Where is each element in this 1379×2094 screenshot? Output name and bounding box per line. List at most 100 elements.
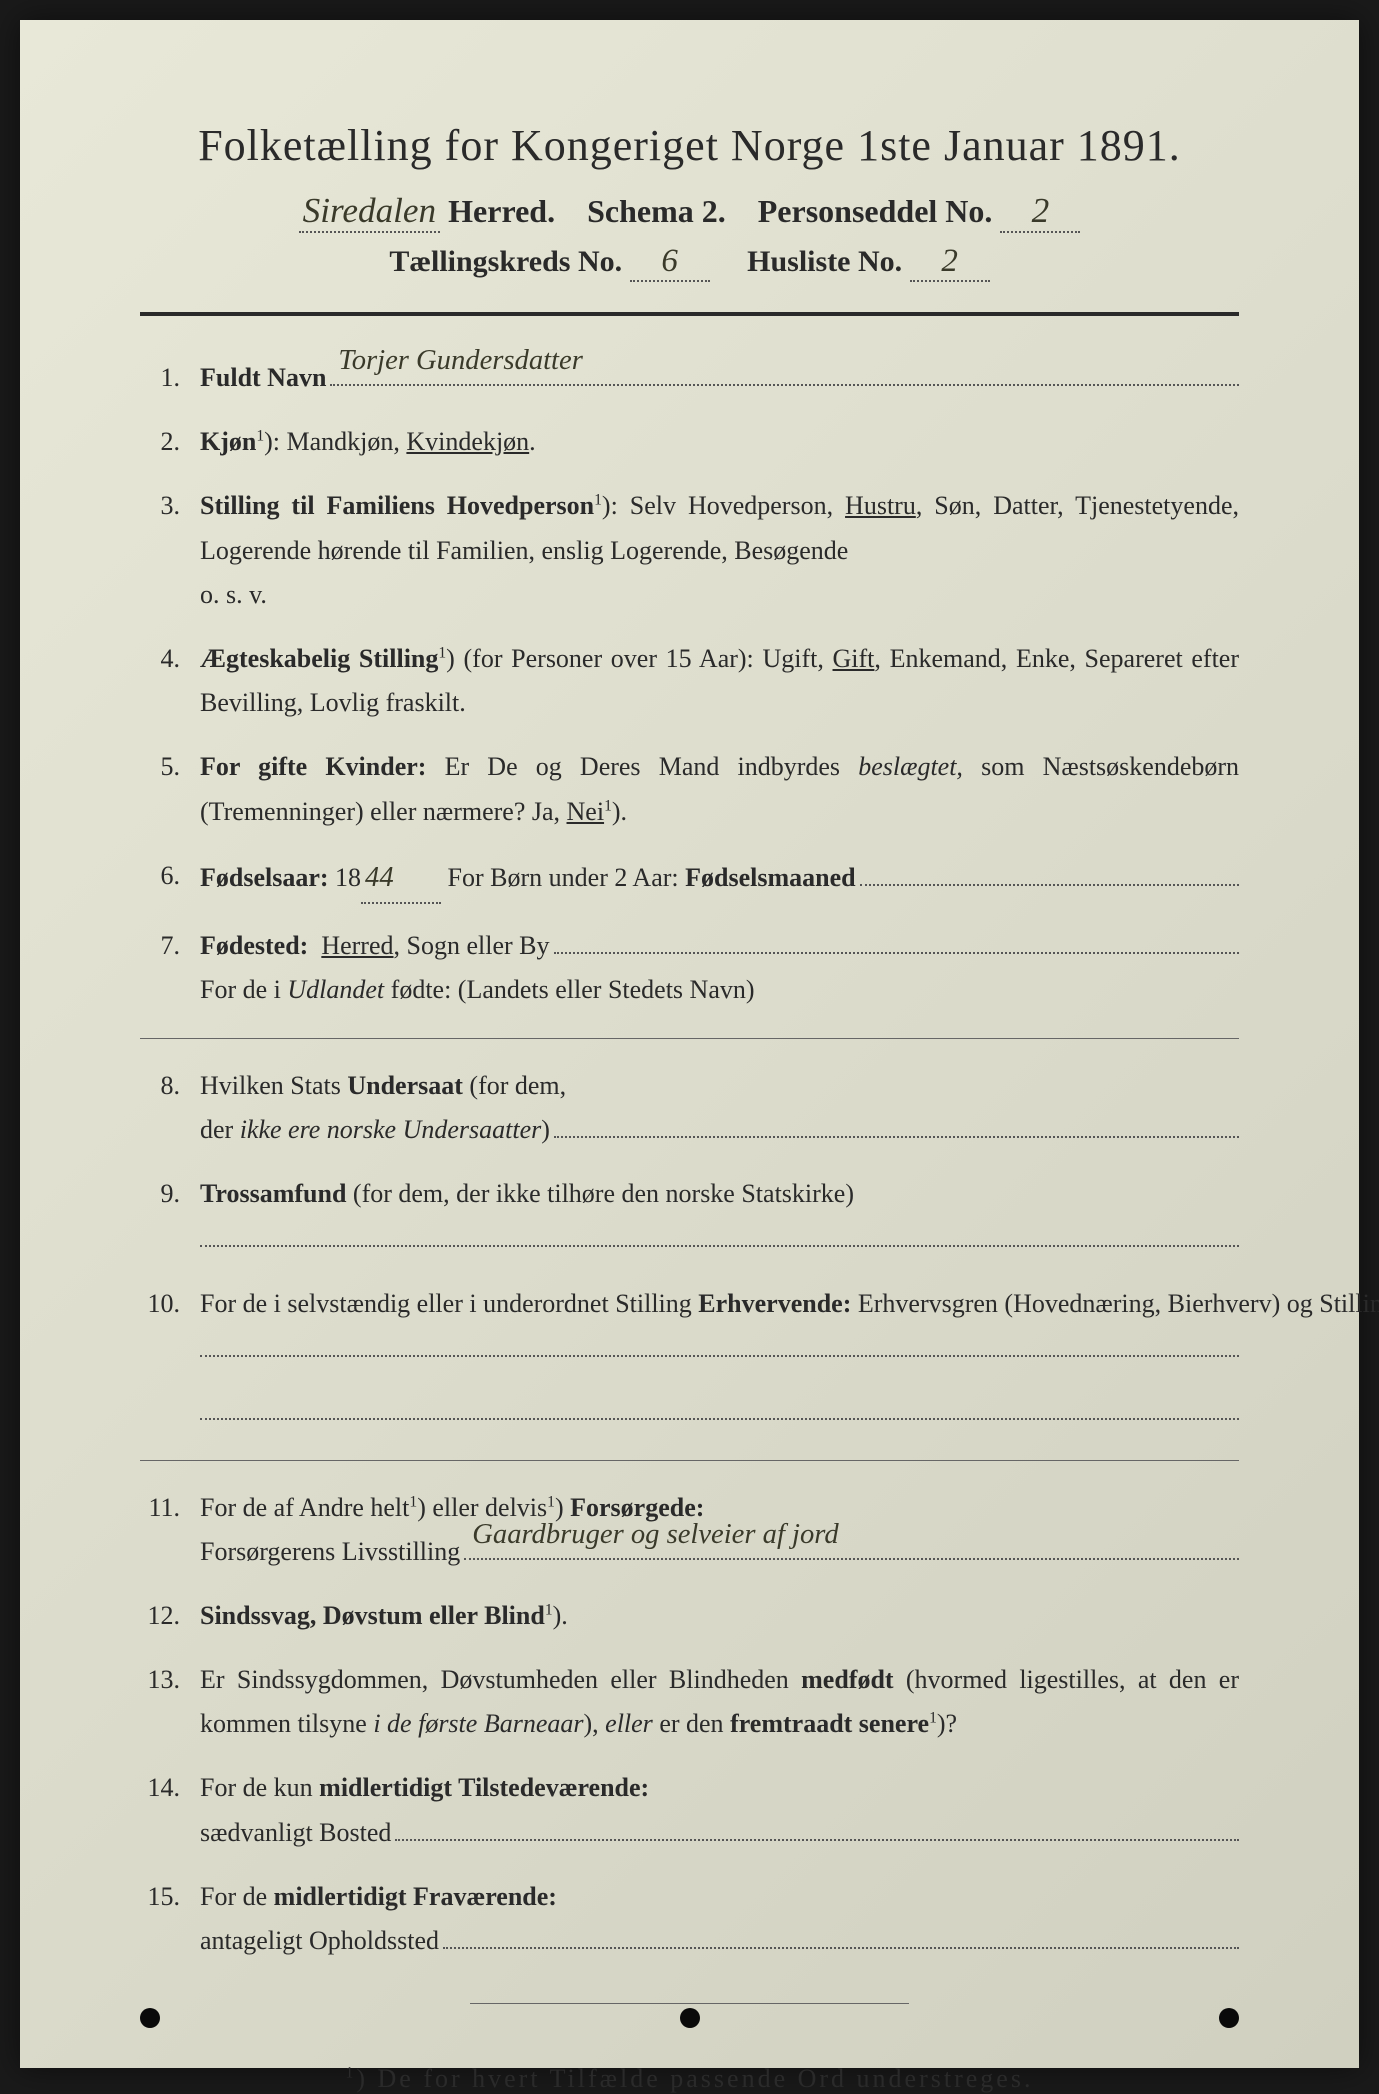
item-13-sup: 1 <box>929 1710 937 1727</box>
item-7-underlined: Herred <box>321 931 393 960</box>
footnote-text: ) De for hvert Tilfælde passende Ord und… <box>356 2064 1033 2093</box>
item-12-tail: ). <box>553 1601 568 1630</box>
item-5-label: For gifte Kvinder: <box>200 752 426 781</box>
item-12-num: 12. <box>140 1594 200 1638</box>
item-9-text: (for dem, der ikke tilhøre den norske St… <box>346 1179 854 1208</box>
husliste-label: Husliste No. <box>747 245 902 278</box>
item-13-bold1: medfødt <box>801 1665 893 1694</box>
item-2-text-b: ): Mandkjøn, <box>264 427 406 456</box>
item-2-label: Kjøn <box>200 427 256 456</box>
punch-hole-right <box>1219 2008 1239 2028</box>
divider-1 <box>140 1038 1239 1039</box>
item-2-sup: 1 <box>256 428 264 445</box>
item-11: 11. For de af Andre helt1) eller delvis1… <box>140 1486 1239 1574</box>
item-5-italic: beslægtet, <box>858 752 963 781</box>
item-3-osv: o. s. v. <box>200 573 1239 617</box>
item-10-blank-1 <box>200 1326 1239 1357</box>
punch-hole-left <box>140 2008 160 2028</box>
item-7-label: Fødested: <box>200 931 308 960</box>
item-6-label2: Fødselsmaaned <box>685 863 855 892</box>
item-9-label: Trossamfund <box>200 1179 346 1208</box>
herred-label: Herred. <box>448 193 555 229</box>
item-15-text-a: For de <box>200 1882 274 1911</box>
item-13-text-d: er den <box>653 1709 730 1738</box>
item-10-text-a: For de i selvstændig eller i underordnet… <box>200 1289 698 1318</box>
item-6-year-prefix: 18 <box>329 863 362 892</box>
footnote: 1) De for hvert Tilfælde passende Ord un… <box>140 2064 1239 2094</box>
item-14-num: 14. <box>140 1766 200 1810</box>
item-4-text: ) (for Personer over 15 Aar): Ugift, <box>446 644 832 673</box>
item-7-text: , Sogn eller By <box>394 931 550 960</box>
item-11-text-a: For de af Andre helt <box>200 1493 409 1522</box>
footnote-sup: 1 <box>346 2065 357 2082</box>
item-4-label: Ægteskabelig Stilling <box>200 644 438 673</box>
item-13-num: 13. <box>140 1658 200 1702</box>
item-12-sup: 1 <box>545 1601 553 1618</box>
item-10-label: Erhvervende: <box>698 1289 851 1318</box>
item-15: 15. For de midlertidigt Fraværende: anta… <box>140 1875 1239 1963</box>
item-7-num: 7. <box>140 924 200 968</box>
item-13: 13. Er Sindssygdommen, Døvstumheden elle… <box>140 1658 1239 1746</box>
item-1-num: 1. <box>140 356 200 400</box>
item-1: 1. Fuldt Navn Torjer Gundersdatter <box>140 356 1239 400</box>
item-9-num: 9. <box>140 1172 200 1216</box>
item-13-italic2: eller <box>605 1709 653 1738</box>
item-2-underlined: Kvindekjøn <box>406 427 529 456</box>
item-8-text-b: (for dem, <box>463 1071 566 1100</box>
item-11-sup2: 1 <box>547 1493 555 1510</box>
schema-label: Schema 2. <box>587 193 726 229</box>
item-5-tail: ). <box>612 797 627 826</box>
item-4-num: 4. <box>140 637 200 681</box>
item-7-line2b: Udlandet <box>287 975 384 1004</box>
item-13-text-a: Er Sindssygdommen, Døvstumheden eller Bl… <box>200 1665 801 1694</box>
item-8-num: 8. <box>140 1064 200 1108</box>
item-14-text-a: For de kun <box>200 1773 319 1802</box>
item-7-line2a: For de i <box>200 975 287 1004</box>
item-13-text-c: ), <box>583 1709 605 1738</box>
item-9-blank <box>200 1216 1239 1247</box>
item-3-sup: 1 <box>594 492 602 509</box>
item-3-text: ): Selv Hovedperson, <box>602 491 845 520</box>
divider-2 <box>140 1460 1239 1461</box>
item-6: 6. Fødselsaar: 1844 For Børn under 2 Aar… <box>140 854 1239 905</box>
item-14-line2: sædvanligt Bosted <box>200 1811 391 1855</box>
item-5-text: Er De og Deres Mand indbyrdes <box>426 752 858 781</box>
item-5-sup: 1 <box>604 797 612 814</box>
item-8-text-a: Hvilken Stats <box>200 1071 347 1100</box>
item-13-bold2: fremtraadt senere <box>730 1709 929 1738</box>
item-11-num: 11. <box>140 1486 200 1530</box>
divider-top <box>140 312 1239 316</box>
item-12-label: Sindssvag, Døvstum eller Blind <box>200 1601 545 1630</box>
item-3-underlined: Hustru <box>845 491 916 520</box>
personseddel-label: Personseddel No. <box>758 193 993 229</box>
item-1-value: Torjer Gundersdatter <box>338 337 582 386</box>
item-6-year: 44 <box>361 854 441 905</box>
item-4-underlined: Gift <box>833 644 875 673</box>
item-15-num: 15. <box>140 1875 200 1919</box>
item-11-hand: Gaardbruger og selveier af jord <box>472 1511 838 1560</box>
item-4: 4. Ægteskabelig Stilling1) (for Personer… <box>140 637 1239 725</box>
item-14: 14. For de kun midlertidigt Tilstedevære… <box>140 1766 1239 1854</box>
herred-value: Siredalen <box>299 191 441 233</box>
divider-3 <box>470 2003 910 2004</box>
item-10-num: 10. <box>140 1282 200 1326</box>
form-subtitle-1: Siredalen Herred. Schema 2. Personseddel… <box>140 191 1239 233</box>
item-6-label: Fødselsaar: <box>200 863 329 892</box>
item-6-text: For Børn under 2 Aar: <box>441 863 685 892</box>
kreds-no: 6 <box>630 243 710 282</box>
item-10-text-b: Erhvervsgren (Hovednæring, Bierhverv) og… <box>851 1289 1379 1318</box>
item-2-num: 2. <box>140 420 200 464</box>
punch-hole-mid <box>680 2008 700 2028</box>
item-8-line2c: ) <box>541 1115 550 1144</box>
item-11-line2: Forsørgerens Livsstilling <box>200 1530 460 1574</box>
item-15-label: midlertidigt Fraværende: <box>274 1882 557 1911</box>
item-9: 9. Trossamfund (for dem, der ikke tilhør… <box>140 1172 1239 1262</box>
item-7-line2c: fødte: (Landets eller Stedets Navn) <box>384 975 754 1004</box>
item-10-blank-2 <box>200 1389 1239 1420</box>
kreds-label: Tællingskreds No. <box>389 245 622 278</box>
item-5: 5. For gifte Kvinder: Er De og Deres Man… <box>140 745 1239 833</box>
husliste-no: 2 <box>910 243 990 282</box>
item-3: 3. Stilling til Familiens Hovedperson1):… <box>140 484 1239 617</box>
item-13-tail: )? <box>937 1709 957 1738</box>
item-8: 8. Hvilken Stats Undersaat (for dem, der… <box>140 1064 1239 1152</box>
